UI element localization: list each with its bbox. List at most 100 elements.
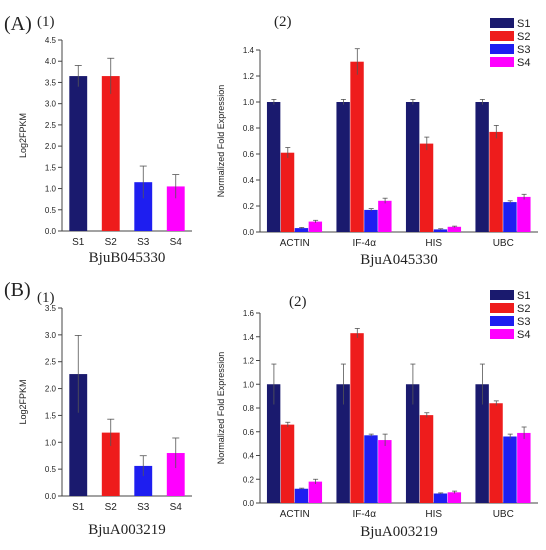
bar-s3 bbox=[294, 228, 309, 232]
y-tick-label: 0.5 bbox=[45, 465, 57, 474]
y-axis-label: Log2FPKM bbox=[18, 379, 28, 424]
y-tick-label: 0.4 bbox=[243, 176, 255, 185]
y-tick-label: 0.0 bbox=[243, 499, 255, 508]
bar-s3 bbox=[364, 435, 378, 503]
category-label: UBC bbox=[493, 238, 514, 249]
y-tick-label: 3.0 bbox=[45, 331, 57, 340]
legend-swatch bbox=[490, 329, 514, 339]
legend-label: S4 bbox=[517, 329, 530, 341]
y-tick-label: 1.4 bbox=[243, 333, 255, 342]
category-label: S4 bbox=[170, 237, 183, 248]
legend-swatch bbox=[490, 31, 514, 41]
bar-s1 bbox=[475, 384, 489, 503]
y-tick-label: 2.0 bbox=[45, 142, 57, 151]
category-label: HIS bbox=[425, 238, 442, 249]
bar-s3 bbox=[294, 488, 309, 503]
y-tick-label: 0.5 bbox=[45, 206, 57, 215]
y-tick-label: 1.0 bbox=[45, 185, 57, 194]
category-label: S2 bbox=[105, 237, 118, 248]
panel-label-a: (A) bbox=[4, 13, 32, 35]
y-tick-label: 2.5 bbox=[45, 358, 57, 367]
y-tick-label: 0.8 bbox=[243, 404, 255, 413]
sublabel-a2: (2) bbox=[274, 14, 292, 30]
bar-s1 bbox=[336, 102, 350, 232]
category-label: ACTIN bbox=[280, 509, 310, 520]
bar-s1 bbox=[405, 384, 420, 503]
chart-0: 0.0 0.5 1.0 1.5 2.0 2.5 3.0 3.5 4.0 4.5 Log2FPKM Bj… bbox=[18, 36, 192, 266]
chart-title: BjuB045330 bbox=[89, 250, 166, 266]
y-axis-label: Log2FPKM bbox=[18, 113, 28, 158]
category-label: S1 bbox=[72, 237, 85, 248]
category-label: S3 bbox=[137, 502, 150, 513]
y-axis-label: Normalized Fold Expression bbox=[216, 85, 226, 198]
legend-swatch bbox=[490, 57, 514, 67]
bar-s1 bbox=[266, 102, 281, 232]
category-label: S4 bbox=[170, 502, 183, 513]
bar-s2 bbox=[419, 143, 434, 232]
y-tick-label: 1.2 bbox=[243, 357, 255, 366]
bar-s1 bbox=[405, 102, 420, 232]
bar-s2 bbox=[489, 131, 503, 232]
y-tick-label: 0.0 bbox=[45, 492, 57, 501]
chart-title: BjuA003219 bbox=[360, 524, 438, 540]
bar-s2 bbox=[350, 333, 364, 503]
sublabel-a1: (1) bbox=[37, 14, 55, 30]
bar-s3 bbox=[503, 436, 517, 503]
bar-s3 bbox=[134, 465, 153, 496]
chart-1: 0.0 0.2 0.4 0.6 0.8 1.0 1.2 1.4 Normalized Fold … bbox=[216, 18, 538, 268]
legend-swatch bbox=[490, 303, 514, 313]
bar-s2 bbox=[101, 76, 120, 231]
chart-3: 0.0 0.2 0.4 0.6 0.8 1.0 1.2 1.4 1.6 Normalized Fo… bbox=[216, 290, 538, 540]
y-tick-label: 0.0 bbox=[243, 228, 255, 237]
bar-s4 bbox=[166, 186, 185, 231]
bar-s3 bbox=[433, 493, 448, 503]
y-tick-label: 0.6 bbox=[243, 428, 255, 437]
category-label: IF-4α bbox=[352, 509, 376, 520]
y-axis-label: Normalized Fold Expression bbox=[216, 352, 226, 465]
bar-s2 bbox=[489, 403, 503, 503]
legend-label: S1 bbox=[517, 18, 530, 30]
y-tick-label: 1.5 bbox=[45, 163, 57, 172]
bar-s4 bbox=[447, 226, 462, 232]
y-tick-label: 0.4 bbox=[243, 452, 255, 461]
bar-s3 bbox=[503, 202, 517, 232]
legend-label: S3 bbox=[517, 44, 530, 56]
y-tick-label: 0.2 bbox=[243, 202, 255, 211]
category-label: IF-4α bbox=[352, 238, 376, 249]
legend-swatch bbox=[490, 44, 514, 54]
y-tick-label: 0.6 bbox=[243, 150, 255, 159]
y-tick-label: 2.5 bbox=[45, 121, 57, 130]
sublabel-b2: (2) bbox=[289, 294, 307, 310]
bar-s1 bbox=[69, 374, 88, 496]
bar-s4 bbox=[378, 440, 392, 503]
panel-label-b: (B) bbox=[4, 279, 31, 301]
bar-s1 bbox=[336, 384, 350, 503]
bar-s4 bbox=[308, 481, 323, 503]
y-tick-label: 0.0 bbox=[45, 227, 57, 236]
bar-s3 bbox=[134, 182, 153, 231]
bar-s4 bbox=[517, 432, 531, 503]
bar-s2 bbox=[280, 152, 295, 232]
y-tick-label: 1.4 bbox=[243, 46, 255, 55]
bar-s2 bbox=[419, 415, 434, 503]
sublabel-b1: (1) bbox=[37, 290, 55, 306]
y-tick-label: 0.8 bbox=[243, 124, 255, 133]
bar-s1 bbox=[69, 76, 88, 231]
y-tick-label: 1.0 bbox=[243, 380, 255, 389]
category-label: ACTIN bbox=[280, 238, 310, 249]
legend-swatch bbox=[490, 18, 514, 28]
y-tick-label: 3.5 bbox=[45, 78, 57, 87]
bar-s4 bbox=[166, 453, 185, 496]
legend-label: S3 bbox=[517, 316, 530, 328]
legend-label: S4 bbox=[517, 57, 530, 69]
y-tick-label: 0.2 bbox=[243, 475, 255, 484]
y-tick-label: 3.5 bbox=[45, 304, 57, 313]
legend-swatch bbox=[490, 316, 514, 326]
bar-s1 bbox=[475, 102, 489, 232]
y-tick-label: 1.2 bbox=[243, 72, 255, 81]
bar-s4 bbox=[447, 492, 462, 503]
bar-s3 bbox=[433, 229, 448, 232]
bar-s2 bbox=[350, 61, 364, 233]
